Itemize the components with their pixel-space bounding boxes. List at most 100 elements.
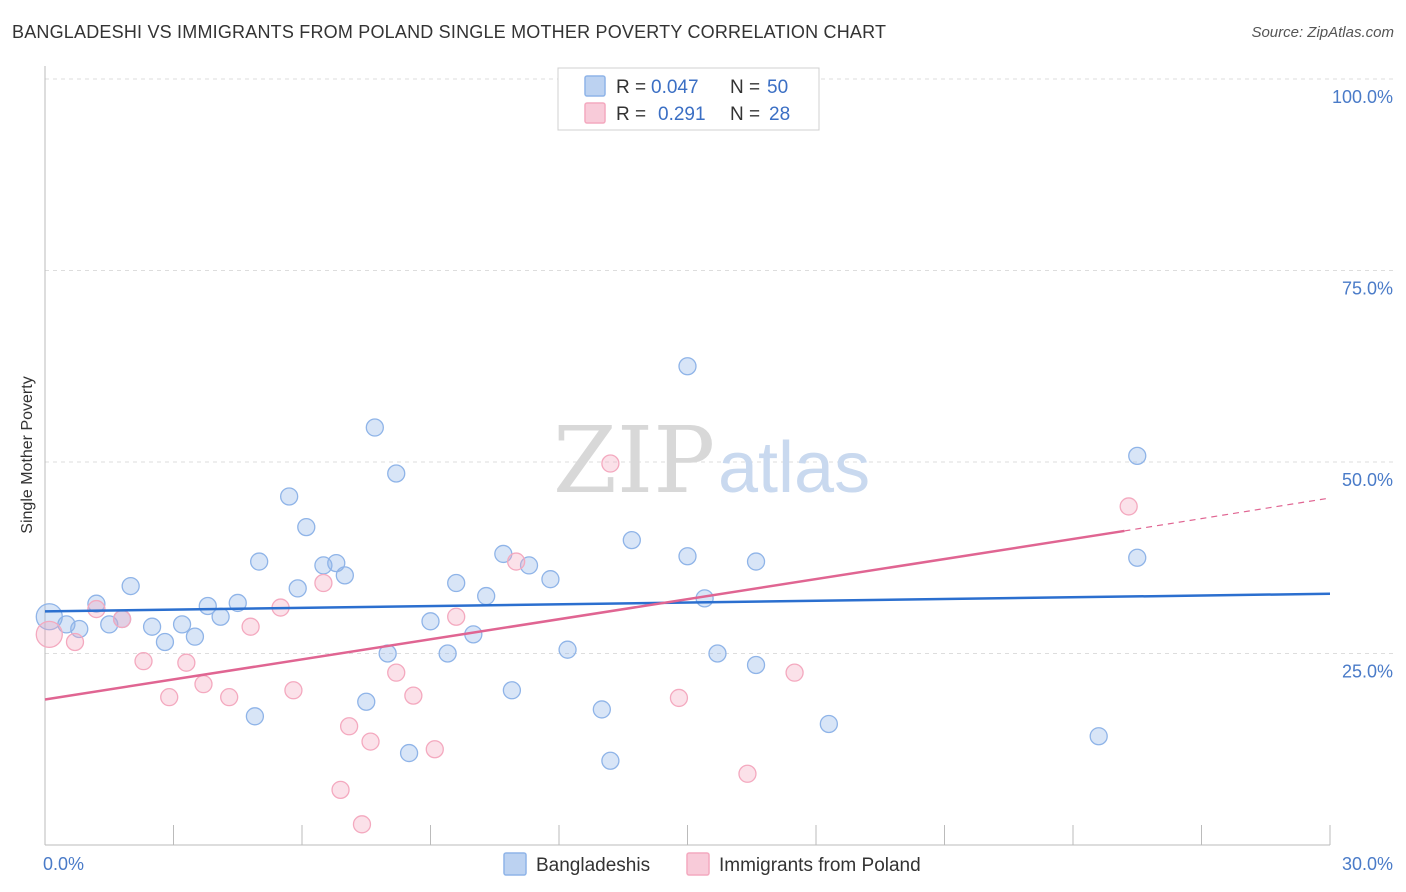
bangladeshis-point-38 (601, 751, 620, 770)
poland-point-27 (1119, 497, 1138, 516)
bangladeshis-point-25 (387, 464, 406, 483)
legend-swatch-poland (584, 102, 606, 124)
poland-point-17 (387, 663, 406, 682)
bangladeshis-point-35 (541, 570, 560, 589)
bangladeshis-point-21 (335, 566, 354, 585)
stats-legend: R = 0.047 N = 50 R = 0.291 N = 28 (557, 67, 820, 131)
bangladeshis-point-26 (399, 743, 419, 763)
legend-r-label-bangladeshis: R = (616, 77, 646, 98)
bangladeshis-point-17 (288, 579, 307, 598)
y-tick-label-3: 100.0% (1332, 87, 1393, 107)
bangladeshis-point-16 (279, 487, 299, 506)
legend-r-label-poland: R = (616, 104, 646, 125)
y-tick-label-0: 25.0% (1342, 662, 1393, 682)
watermark-atlas: atlas (718, 428, 870, 508)
bangladeshis-point-48 (1128, 446, 1147, 466)
poland-trend-extension (1124, 497, 1331, 532)
bangladeshis-point-15 (250, 552, 269, 571)
bangladeshis-point-49 (1128, 548, 1147, 567)
chart-title: BANGLADESHI VS IMMIGRANTS FROM POLAND SI… (12, 22, 887, 42)
bangladeshis-point-46 (819, 714, 838, 734)
poland-point-2 (87, 599, 106, 619)
series-legend-label-bangladeshis: Bangladeshis (536, 855, 650, 876)
bangladeshis-point-27 (421, 612, 440, 631)
bangladeshis-point-3 (87, 594, 106, 613)
watermark: ZIP atlas (553, 407, 870, 514)
y-tick-label-1: 50.0% (1342, 470, 1393, 490)
legend-n-value-poland: 28 (769, 104, 790, 125)
poland-point-13 (331, 780, 350, 799)
legend-r-value-bangladeshis: 0.047 (651, 77, 699, 98)
data-points (35, 71, 1147, 834)
bangladeshis-point-23 (365, 418, 384, 437)
bangladeshis-point-13 (228, 593, 247, 613)
poland-point-9 (241, 617, 260, 636)
bangladeshis-point-44 (746, 655, 766, 675)
poland-point-11 (284, 681, 303, 700)
x-tick-labels: 0.0% 30.0% (43, 854, 1393, 874)
bangladeshis-point-33 (502, 681, 522, 700)
bangladeshis-point-43 (708, 644, 727, 663)
poland-point-23 (669, 688, 689, 708)
bangladeshis-point-28 (438, 644, 457, 663)
x-tick-label-1: 30.0% (1342, 854, 1393, 874)
series-legend-swatch-bangladeshis (503, 852, 527, 876)
y-tick-label-2: 75.0% (1342, 279, 1393, 299)
bangladeshis-point-6 (121, 576, 140, 596)
poland-point-14 (339, 717, 359, 736)
poland-point-15 (352, 815, 372, 834)
bangladeshis-point-14 (245, 707, 265, 726)
series-legend-swatch-poland (686, 852, 710, 876)
poland-point-1 (65, 632, 85, 652)
bangladeshis-point-39 (622, 530, 641, 550)
poland-point-20 (447, 607, 466, 626)
bangladeshis-point-41 (678, 547, 697, 566)
bangladeshis-point-12 (211, 607, 230, 626)
bangladeshis-point-7 (142, 617, 162, 636)
axes (44, 66, 1331, 846)
poland-point-18 (404, 686, 423, 705)
legend-n-label-poland: N = (730, 104, 760, 125)
y-tick-labels: 25.0% 50.0% 75.0% 100.0% (1332, 87, 1393, 682)
poland-point-6 (177, 653, 196, 672)
poland-point-21 (507, 552, 526, 571)
poland-point-25 (785, 663, 804, 682)
bangladeshis-point-8 (155, 632, 175, 652)
legend-n-label-bangladeshis: N = (730, 77, 760, 98)
bangladeshis-point-9 (172, 615, 192, 634)
bangladeshis-point-10 (185, 627, 205, 646)
poland-point-24 (738, 764, 757, 783)
poland-point-12 (314, 573, 333, 593)
bangladeshis-point-31 (477, 586, 496, 606)
poland-point-3 (112, 609, 132, 629)
poland-trend-line (44, 529, 1125, 701)
bangladeshis-point-36 (558, 640, 577, 659)
poland-point-4 (134, 652, 153, 671)
poland-point-19 (425, 740, 444, 759)
bangladeshis-trend-line (44, 592, 1331, 613)
bangladeshis-point-40 (678, 357, 697, 376)
legend-r-value-poland: 0.291 (658, 104, 706, 125)
legend-n-value-bangladeshis: 50 (767, 77, 788, 98)
bangladeshis-point-29 (447, 573, 466, 593)
poland-point-0 (35, 620, 63, 648)
bangladeshis-point-47 (1089, 727, 1108, 746)
x-tick-label-0: 0.0% (43, 854, 84, 874)
bangladeshis-point-45 (746, 552, 766, 571)
bangladeshis-point-37 (592, 700, 611, 719)
series-legend: Bangladeshis Immigrants from Poland (503, 852, 921, 876)
poland-point-7 (194, 674, 213, 694)
legend-swatch-bangladeshis (584, 75, 606, 97)
watermark-zip: ZIP (553, 407, 715, 514)
poland-point-8 (220, 688, 239, 707)
poland-point-22 (601, 454, 620, 473)
bangladeshis-point-22 (357, 692, 376, 711)
bangladeshis-point-18 (297, 517, 316, 537)
grid-lines (45, 78, 1395, 654)
poland-point-5 (160, 688, 179, 707)
poland-point-16 (361, 732, 380, 751)
series-legend-label-poland: Immigrants from Poland (719, 855, 921, 876)
chart-source: Source: ZipAtlas.com (1251, 24, 1394, 41)
trend-lines (44, 497, 1331, 701)
